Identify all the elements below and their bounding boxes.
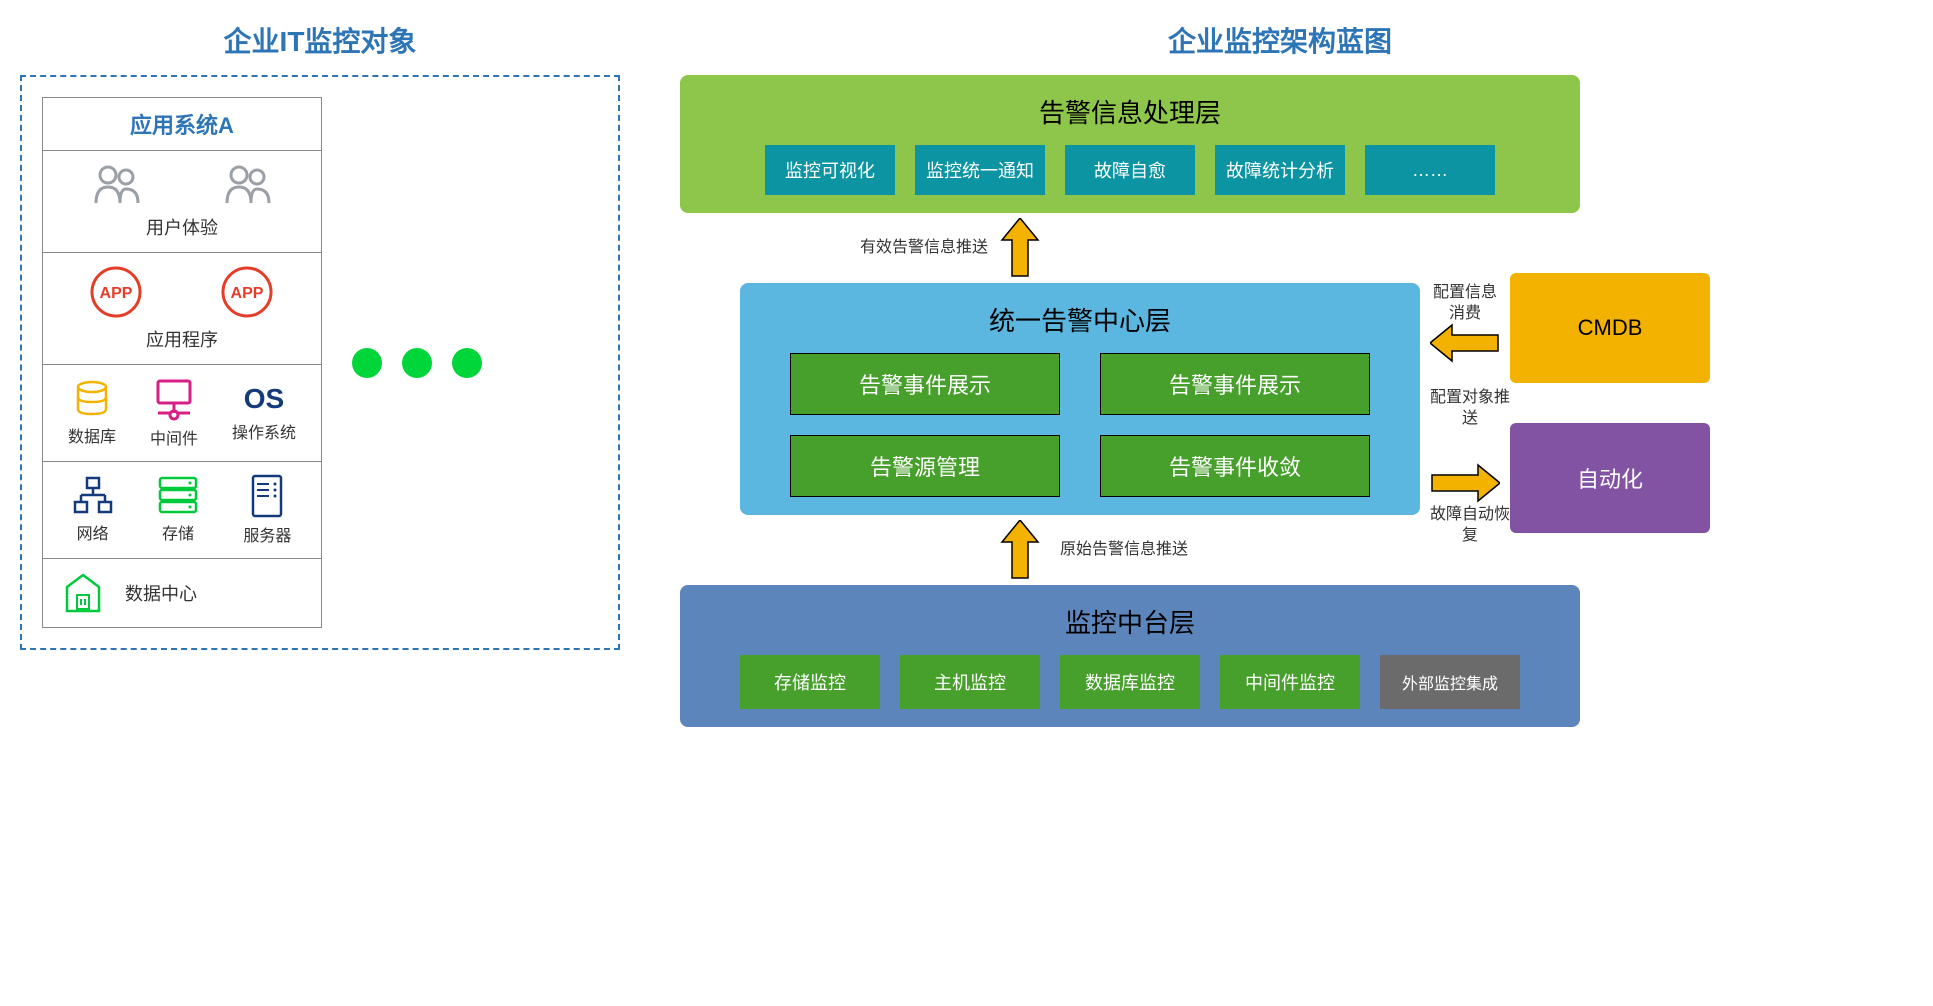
box-host-mon: 主机监控 bbox=[900, 655, 1040, 709]
storage-icon bbox=[156, 476, 200, 516]
row-user: 用户体验 bbox=[43, 150, 321, 252]
database-icon bbox=[72, 379, 112, 419]
system-a-title: 应用系统A bbox=[43, 98, 321, 150]
svg-text:APP: APP bbox=[100, 285, 133, 302]
arrow-cmdb-in bbox=[1430, 323, 1500, 368]
dot-icon bbox=[352, 348, 382, 378]
box-mw-mon: 中间件监控 bbox=[1220, 655, 1360, 709]
row-app-label: 应用程序 bbox=[51, 326, 313, 352]
dc-label: 数据中心 bbox=[125, 580, 197, 606]
arrow1-label: 有效告警信息推送 bbox=[860, 233, 988, 257]
box-event-show1: 告警事件展示 bbox=[790, 353, 1060, 415]
row-app: APP APP 应用程序 bbox=[43, 252, 321, 364]
row-hw: 网络 存储 服务器 bbox=[43, 461, 321, 558]
app-icon: APP bbox=[220, 265, 275, 320]
box-storage-mon: 存储监控 bbox=[740, 655, 880, 709]
box-event-converge: 告警事件收敛 bbox=[1100, 435, 1370, 497]
app-icon: APP bbox=[89, 265, 144, 320]
db-label: 数据库 bbox=[68, 423, 116, 447]
box-selfheal: 故障自愈 bbox=[1065, 145, 1195, 195]
right-title: 企业监控架构蓝图 bbox=[680, 20, 1880, 60]
layer-alert-center: 统一告警中心层 告警事件展示 告警事件展示 告警源管理 告警事件收敛 bbox=[740, 283, 1420, 515]
storage-label: 存储 bbox=[162, 520, 194, 544]
system-a-card: 应用系统A 用户体验 APP APP 应用程序 bbox=[42, 97, 322, 628]
arrow-up-1 bbox=[1000, 218, 1040, 278]
users-icon bbox=[223, 163, 273, 208]
arrow-auto-out bbox=[1430, 463, 1500, 508]
box-stats: 故障统计分析 bbox=[1215, 145, 1345, 195]
users-icon bbox=[92, 163, 142, 208]
dot-icon bbox=[402, 348, 432, 378]
os-label: 操作系统 bbox=[232, 419, 296, 443]
row-infra: 数据库 中间件 OS 操作系统 bbox=[43, 364, 321, 461]
cmdb-box: CMDB bbox=[1510, 273, 1710, 383]
cmdb-in-label: 配置信息消费 bbox=[1430, 283, 1500, 325]
layer3-title: 监控中台层 bbox=[700, 603, 1560, 640]
ellipsis-dots bbox=[352, 348, 482, 378]
box-more: …… bbox=[1365, 145, 1495, 195]
cmdb-out-label: 配置对象推送 bbox=[1430, 388, 1510, 430]
dashed-container: 应用系统A 用户体验 APP APP 应用程序 bbox=[20, 75, 620, 650]
dot-icon bbox=[452, 348, 482, 378]
arrow2-label: 原始告警信息推送 bbox=[1060, 535, 1188, 559]
server-icon bbox=[249, 474, 285, 518]
server-label: 服务器 bbox=[243, 522, 291, 546]
layer-alert-processing: 告警信息处理层 监控可视化 监控统一通知 故障自愈 故障统计分析 …… bbox=[680, 75, 1580, 213]
datacenter-icon bbox=[61, 571, 105, 615]
row-dc: 数据中心 bbox=[43, 558, 321, 627]
middleware-icon bbox=[152, 377, 196, 421]
os-icon: OS bbox=[244, 383, 284, 415]
box-event-show2: 告警事件展示 bbox=[1100, 353, 1370, 415]
layer2-title: 统一告警中心层 bbox=[760, 301, 1400, 338]
box-ext-integration: 外部监控集成 bbox=[1380, 655, 1520, 709]
left-panel: 企业IT监控对象 应用系统A 用户体验 APP APP bbox=[20, 20, 620, 727]
left-title: 企业IT监控对象 bbox=[20, 20, 620, 60]
layer-monitor-mid: 监控中台层 存储监控 主机监控 数据库监控 中间件监控 外部监控集成 bbox=[680, 585, 1580, 727]
row-user-label: 用户体验 bbox=[51, 214, 313, 240]
box-notify: 监控统一通知 bbox=[915, 145, 1045, 195]
box-visual: 监控可视化 bbox=[765, 145, 895, 195]
arrow-up-2 bbox=[1000, 520, 1040, 580]
layer1-title: 告警信息处理层 bbox=[700, 93, 1560, 130]
network-icon bbox=[73, 476, 113, 516]
box-source-mgmt: 告警源管理 bbox=[790, 435, 1060, 497]
mw-label: 中间件 bbox=[150, 425, 198, 449]
net-label: 网络 bbox=[77, 520, 109, 544]
svg-text:APP: APP bbox=[231, 285, 264, 302]
box-db-mon: 数据库监控 bbox=[1060, 655, 1200, 709]
right-panel: 企业监控架构蓝图 告警信息处理层 监控可视化 监控统一通知 故障自愈 故障统计分… bbox=[680, 20, 1880, 727]
